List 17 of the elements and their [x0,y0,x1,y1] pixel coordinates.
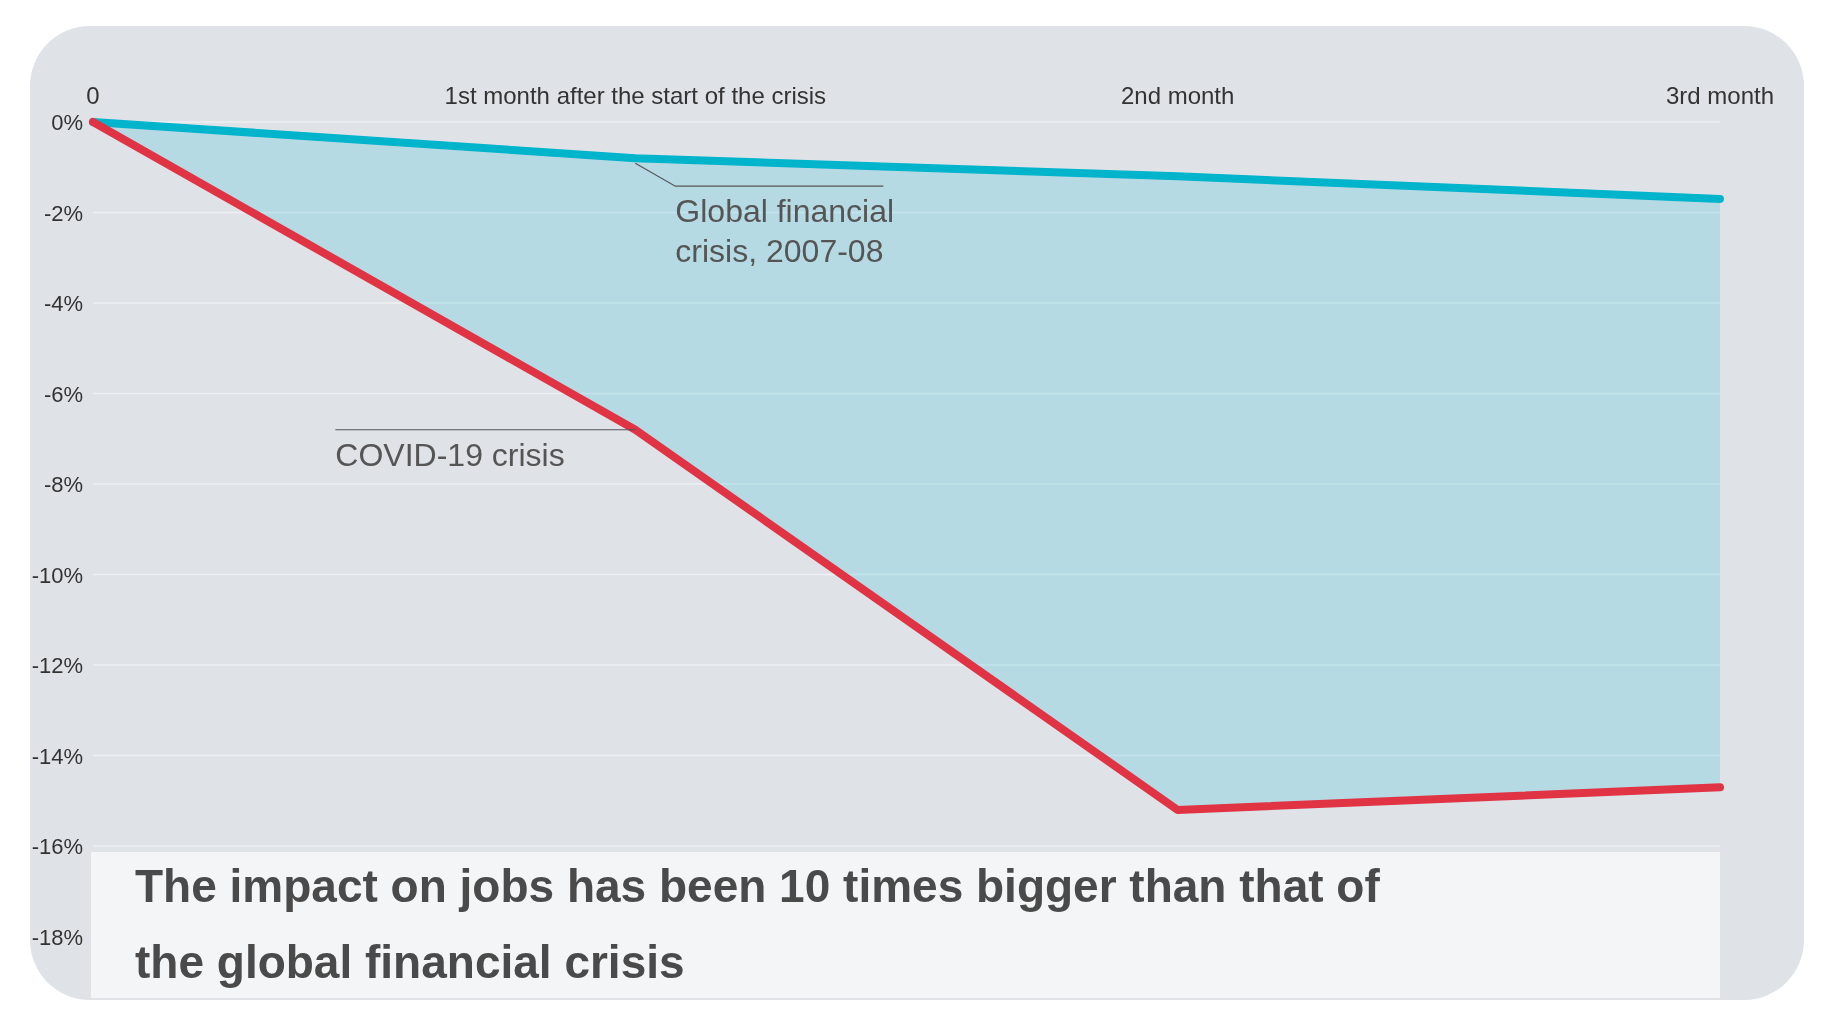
y-tick-label: -12% [31,653,83,679]
y-tick-label: 0% [51,110,83,135]
y-tick-label: -10% [31,562,83,588]
x-tick-label: 3rd month [1665,82,1775,109]
x-tick-label: 0 [86,82,100,109]
y-tick-label: -8% [43,472,83,498]
y-tick-label: -14% [31,743,83,769]
x-tick-label: 1st month after the start of the crisis [444,82,827,109]
y-tick-label: -2% [43,200,83,226]
series-label: Global financial crisis, 2007-08 [675,193,895,270]
y-tick-label: -4% [43,291,83,317]
y-tick-label: -18% [31,924,83,950]
y-tick-label: -6% [43,381,83,407]
y-tick-label: -16% [31,834,83,860]
x-tick-label: 2nd month [1120,82,1235,109]
text: The impact on jobs has been 10 times bigger than that of the global financial crisis [135,860,1381,988]
series-label: COVID-19 crisis [335,436,565,473]
